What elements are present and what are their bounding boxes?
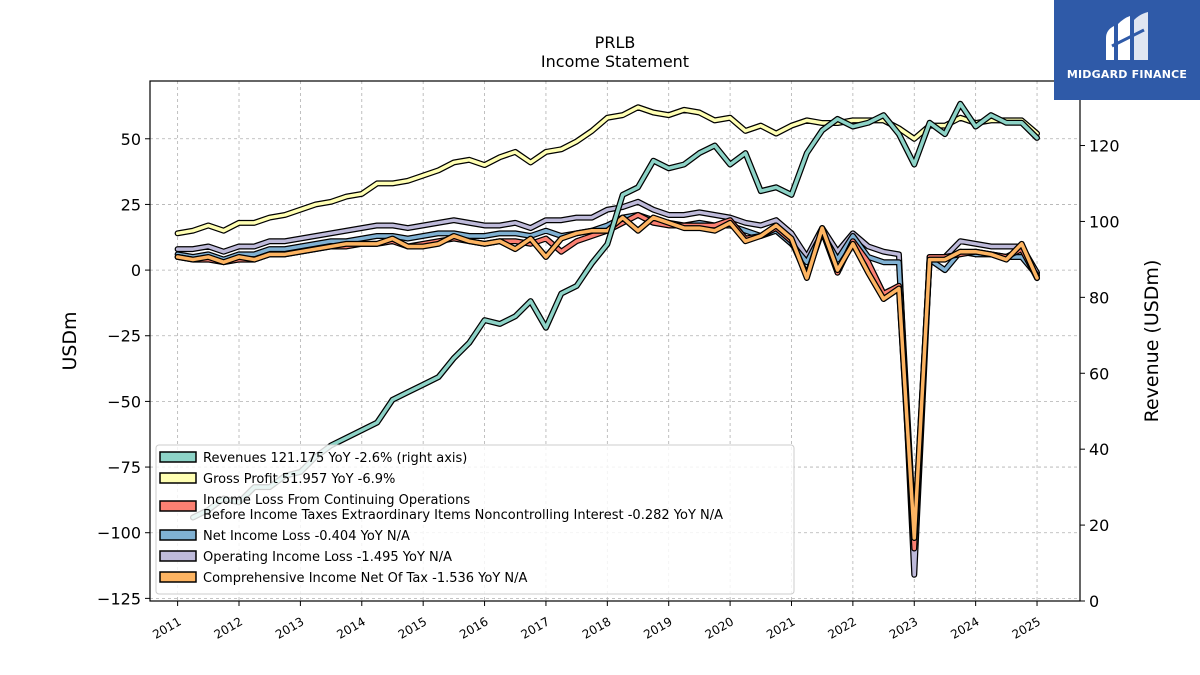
legend: Revenues 121.175 YoY -2.6% (right axis) G…: [155, 444, 795, 595]
chart-subtitle: Income Statement: [541, 52, 689, 71]
x-tick-label: 2016: [457, 614, 490, 641]
x-tick-label: 2024: [948, 614, 981, 641]
y-tick-label: 25: [121, 195, 141, 214]
series-line-comprehensive-income-net-of-tax: [175, 215, 1039, 540]
x-tick-label: 2014: [334, 614, 367, 641]
brand-name: MIDGARD FINANCE: [1066, 68, 1188, 81]
x-tick-label: 2023: [887, 614, 920, 641]
right-y-tick-label: 60: [1089, 364, 1109, 383]
x-tick-label: 2015: [396, 614, 429, 641]
y-tick-label: −75: [107, 458, 141, 477]
x-tick-label: 2022: [825, 614, 858, 641]
legend-label: Gross Profit 51.957 YoY -6.9%: [203, 472, 395, 487]
legend-swatch: [159, 529, 197, 541]
x-tick-label: 2021: [764, 614, 797, 641]
legend-swatch: [159, 500, 197, 512]
right-y-tick-label: 80: [1089, 288, 1109, 307]
chart-title: PRLB: [595, 33, 636, 52]
legend-label: Net Income Loss -0.404 YoY N/A: [203, 529, 410, 544]
x-tick-label: 2018: [580, 614, 613, 641]
legend-swatch: [159, 571, 197, 583]
x-tick-label: 2019: [641, 614, 674, 641]
y-tick-label: 0: [131, 261, 141, 280]
right-y-tick-label: 40: [1089, 440, 1109, 459]
y-tick-label: 50: [121, 130, 141, 149]
midgard-finance-logo: MIDGARD FINANCE: [1054, 0, 1200, 100]
legend-label-line2: Before Income Taxes Extraordinary Items …: [203, 508, 723, 523]
x-tick-label: 2017: [519, 614, 552, 641]
legend-swatch: [159, 472, 197, 484]
x-tick-label: 2013: [273, 614, 306, 641]
x-tick-label: 2012: [212, 614, 245, 641]
right-y-tick-label: 0: [1089, 592, 1099, 611]
legend-swatch: [159, 451, 197, 463]
x-tick-label: 2020: [703, 614, 736, 641]
legend-box: [155, 444, 795, 595]
series-line-revenues: [191, 102, 1039, 520]
legend-label: Revenues 121.175 YoY -2.6% (right axis): [203, 451, 467, 466]
series-line-operating-income-loss: [175, 200, 1039, 577]
plot-frame: [149, 80, 1081, 602]
series-lines: [174, 100, 1041, 578]
y-tick-label: −125: [97, 589, 141, 608]
midgard-logo-icon: [1106, 12, 1148, 60]
legend-label: Income Loss From Continuing Operations: [203, 493, 470, 508]
legend-label: Comprehensive Income Net Of Tax -1.536 Y…: [203, 571, 528, 586]
y-tick-label: −50: [107, 392, 141, 411]
right-y-axis: 120 100 80 60 40 20 0: [1080, 137, 1120, 611]
legend-label: Operating Income Loss -1.495 YoY N/A: [203, 550, 452, 565]
right-y-tick-label: 100: [1089, 212, 1120, 231]
x-tick-label: 2025: [1010, 614, 1043, 641]
legend-swatch: [159, 550, 197, 562]
right-y-axis-label: Revenue (USDm): [1141, 260, 1163, 423]
left-y-axis: 50 25 0 −25 −50 −75 −100 −125: [97, 130, 150, 608]
right-y-tick-label: 120: [1089, 137, 1120, 156]
y-axis-label: USDm: [59, 311, 81, 370]
x-tick-label: 2011: [150, 614, 183, 641]
series-line-net-income-loss: [175, 213, 1039, 540]
right-y-tick-label: 20: [1089, 516, 1109, 535]
y-tick-label: −100: [97, 524, 141, 543]
y-tick-label: −25: [107, 327, 141, 346]
x-axis: 2011 2012 2013 2014 2015 2016 2017 2018 2019 2020…: [150, 601, 1043, 642]
